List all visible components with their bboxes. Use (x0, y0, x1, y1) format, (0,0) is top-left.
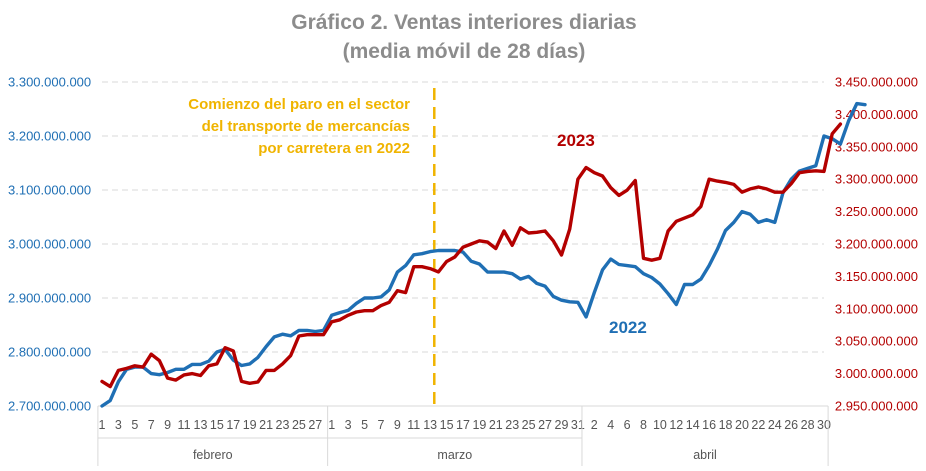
x-tick-label: 3 (115, 418, 122, 432)
right-tick-label: 3.400.000.000 (835, 107, 918, 122)
x-tick-label: 17 (226, 418, 240, 432)
left-tick-label: 3.100.000.000 (8, 183, 91, 198)
x-tick-label: 1 (328, 418, 335, 432)
right-axis: 2.950.000.000 3.000.000.000 3.050.000.000 3… (835, 75, 918, 414)
series-label-2022: 2022 (609, 318, 647, 337)
annotation-line-2: del transporte de mercancías (202, 118, 410, 135)
right-tick-label: 3.150.000.000 (835, 269, 918, 284)
right-tick-label: 3.300.000.000 (835, 172, 918, 187)
x-tick-label: 1 (99, 418, 106, 432)
series-layer (100, 101, 867, 408)
x-tick-label: 23 (505, 418, 519, 432)
right-tick-label: 3.350.000.000 (835, 139, 918, 154)
x-tick-label: 11 (178, 418, 191, 432)
x-tick-label: 22 (751, 418, 765, 432)
series-label-2023: 2023 (557, 131, 595, 150)
right-tick-label: 2.950.000.000 (835, 399, 918, 414)
x-tick-label: 16 (702, 418, 716, 432)
chart-subtitle: (media móvil de 28 días) (343, 40, 586, 63)
x-tick-label: 17 (456, 418, 470, 432)
left-tick-label: 2.900.000.000 (8, 291, 91, 306)
x-tick-label: 20 (735, 418, 749, 432)
left-tick-label: 2.800.000.000 (8, 345, 91, 360)
left-tick-label: 3.200.000.000 (8, 129, 91, 144)
x-tick-label: 6 (624, 418, 631, 432)
x-tick-label: 25 (522, 418, 536, 432)
x-tick-label: 19 (472, 418, 486, 432)
x-tick-label: 29 (555, 418, 569, 432)
x-tick-label: 8 (640, 418, 647, 432)
x-tick-label: 26 (784, 418, 798, 432)
x-tick-label: 12 (669, 418, 683, 432)
left-tick-label: 3.300.000.000 (8, 75, 91, 90)
x-tick-label: 11 (407, 418, 420, 432)
x-tick-label: 5 (131, 418, 138, 432)
x-tick-label: 5 (361, 418, 368, 432)
x-tick-label: 15 (440, 418, 454, 432)
series-line-2023 (100, 122, 843, 389)
x-tick-label: 27 (308, 418, 322, 432)
right-tick-label: 3.100.000.000 (835, 301, 918, 316)
right-tick-label: 3.200.000.000 (835, 237, 918, 252)
x-tick-label: 25 (292, 418, 306, 432)
x-tick-label: 14 (686, 418, 700, 432)
x-tick-label: 19 (243, 418, 257, 432)
x-tick-label: 28 (801, 418, 815, 432)
x-tick-label: 18 (719, 418, 733, 432)
x-tick-label: 3 (345, 418, 352, 432)
x-tick-label: 24 (768, 418, 782, 432)
strike-annotation: Comienzo del paro en el sector del trans… (188, 96, 410, 157)
x-tick-label: 30 (817, 418, 831, 432)
right-tick-label: 3.000.000.000 (835, 366, 918, 381)
x-tick-label: 9 (394, 418, 401, 432)
x-tick-label: 13 (194, 418, 208, 432)
x-tick-label: 15 (210, 418, 224, 432)
right-tick-label: 3.050.000.000 (835, 334, 918, 349)
x-tick-label: 21 (259, 418, 273, 432)
annotation-line-3: por carretera en 2022 (258, 140, 410, 157)
x-tick-label: 10 (653, 418, 667, 432)
x-tick-label: 7 (377, 418, 384, 432)
x-tick-label: 13 (423, 418, 437, 432)
left-tick-label: 3.000.000.000 (8, 237, 91, 252)
x-tick-label: 2 (591, 418, 598, 432)
annotation-line-1: Comienzo del paro en el sector (188, 96, 410, 113)
series-line-2022 (100, 101, 867, 408)
chart-title: Gráfico 2. Ventas interiores diarias (291, 11, 637, 34)
x-tick-label: 31 (571, 418, 585, 432)
x-tick-label: 7 (148, 418, 155, 432)
x-tick-label: 21 (489, 418, 503, 432)
x-axis: 1 3 5 7 9 11 13 15 17 19 21 23 25 27 1 3 5 7 9 11 13 15 17 19 21… (97, 405, 831, 466)
right-tick-label: 3.250.000.000 (835, 204, 918, 219)
left-axis: 2.700.000.000 2.800.000.000 2.900.000.000 3… (8, 75, 91, 414)
x-tick-label: 4 (607, 418, 614, 432)
month-label: marzo (437, 448, 472, 462)
left-tick-label: 2.700.000.000 (8, 399, 91, 414)
x-tick-label: 27 (538, 418, 552, 432)
month-label: abril (693, 448, 717, 462)
x-tick-label: 9 (164, 418, 171, 432)
right-tick-label: 3.450.000.000 (835, 75, 918, 90)
month-label: febrero (193, 448, 233, 462)
x-tick-label: 23 (276, 418, 290, 432)
